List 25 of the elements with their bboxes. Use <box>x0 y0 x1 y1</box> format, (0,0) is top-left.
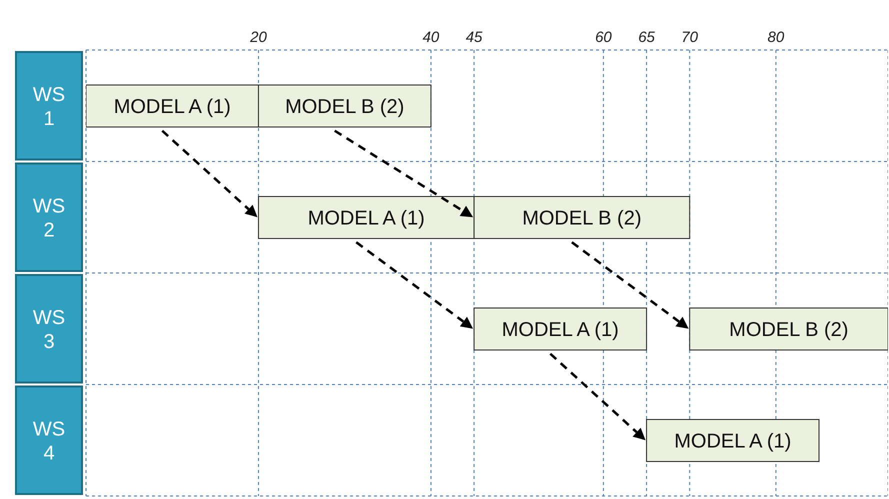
y-tick-label: WS 4 <box>32 418 66 464</box>
text: MODEL A (1) <box>502 319 619 341</box>
x-tick-label: 60 <box>595 29 612 46</box>
series-label: MODEL A (1) <box>114 96 231 118</box>
text: MODEL B (2) <box>729 319 848 341</box>
x-tick-label: 80 <box>768 29 785 46</box>
x-tick-label: 20 <box>249 29 268 46</box>
x-tick-label: 65 <box>638 29 656 46</box>
bar <box>474 308 648 350</box>
bar <box>646 419 820 462</box>
row-header: WS 4 <box>15 386 83 495</box>
x-tick-label: 40 <box>422 29 440 46</box>
x-tick-label: 70 <box>681 29 699 46</box>
row-header: WS 3 <box>15 274 83 384</box>
text: MODEL A (1) <box>674 430 792 452</box>
x-tick-label: 45 <box>466 29 484 46</box>
text: MODEL B (2) <box>522 208 642 230</box>
row-header: WS 1 <box>15 51 83 160</box>
y-tick-label: WS 1 <box>32 84 66 130</box>
text: MODEL A (1) <box>308 208 425 230</box>
series-label: MODEL B (2) <box>285 96 404 118</box>
bar <box>689 308 888 350</box>
y-tick-label: WS 3 <box>32 306 66 353</box>
y-tick-label: WS 2 <box>32 195 66 242</box>
row-header: WS 2 <box>15 162 83 272</box>
